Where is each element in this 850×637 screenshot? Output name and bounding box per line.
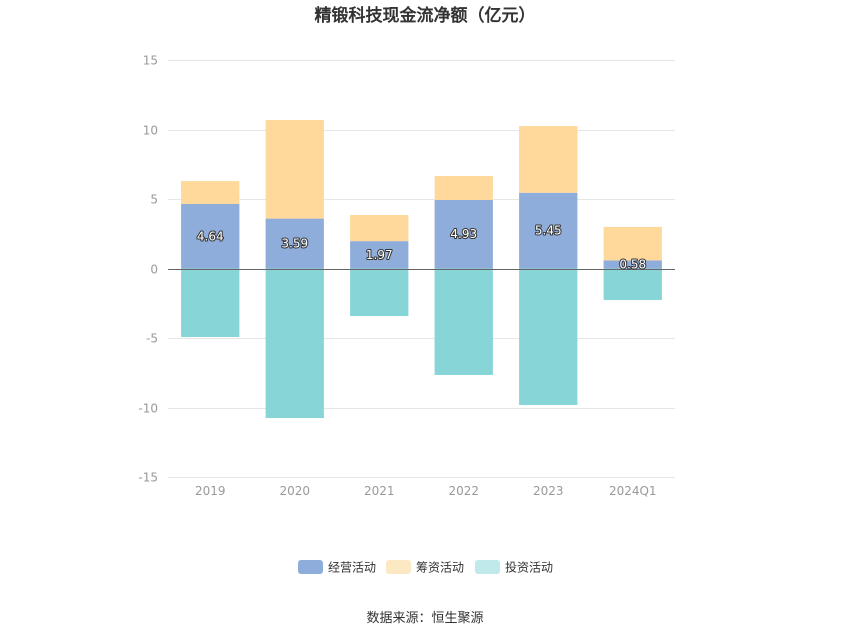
bar-investing-2020 <box>265 268 324 419</box>
bar-investing-2019 <box>181 268 240 338</box>
chart-title: 精锻科技现金流净额（亿元） <box>315 5 536 26</box>
legend: 经营活动 筹资活动 投资活动 <box>298 560 553 575</box>
data-labels: 4.64 3.59 1.97 4.93 5.45 0.58 <box>196 223 647 273</box>
bar-operating-2024Q1 <box>603 260 662 269</box>
x-tick-label: 2022 <box>448 484 479 498</box>
legend-swatch-operating <box>298 560 323 574</box>
bar-financing-2019 <box>181 181 240 205</box>
legend-swatch-investing <box>475 560 500 574</box>
y-axis: 15 10 5 0 -5 -10 -15 <box>138 54 158 485</box>
bar-financing-2021 <box>350 214 409 242</box>
y-tick-label: -10 <box>138 402 158 416</box>
bar-operating-2019 <box>181 204 240 269</box>
legend-label-investing: 投资活动 <box>505 560 553 575</box>
y-tick-label: 5 <box>150 193 158 207</box>
data-source: 数据来源：恒生聚源 <box>366 611 483 626</box>
legend-item-operating[interactable]: 经营活动 <box>298 560 376 575</box>
data-label-operating-2023: 5.45 <box>535 224 562 238</box>
bar-operating-2022 <box>434 199 493 269</box>
bar-financing-2023 <box>519 126 578 193</box>
y-tick-label: 10 <box>143 124 158 138</box>
data-label-operating-2020: 3.59 <box>281 237 308 251</box>
bar-operating-2021 <box>350 241 409 269</box>
bar-operating-2023 <box>519 192 578 269</box>
x-tick-label: 2024Q1 <box>609 484 657 498</box>
bar-financing-2020 <box>265 120 324 219</box>
x-tick-label: 2021 <box>364 484 395 498</box>
data-label-operating-2019: 4.64 <box>197 229 224 243</box>
data-label-operating-2024Q1: 0.58 <box>619 257 646 271</box>
legend-item-financing[interactable]: 筹资活动 <box>386 560 464 575</box>
y-tick-label: -5 <box>146 332 158 346</box>
bar-investing-2024Q1 <box>603 268 662 301</box>
legend-label-financing: 筹资活动 <box>416 561 464 575</box>
bar-investing-2021 <box>350 268 409 317</box>
data-label-operating-2022: 4.93 <box>450 227 477 241</box>
bar-investing-2022 <box>434 268 493 375</box>
legend-swatch-financing <box>386 560 411 574</box>
bar-financing-2022 <box>434 176 493 200</box>
grid-lines <box>168 60 675 478</box>
x-tick-label: 2023 <box>533 484 564 498</box>
bars <box>181 120 662 419</box>
legend-label-operating: 经营活动 <box>328 561 376 575</box>
x-axis: 2019 2020 2021 2022 2023 2024Q1 <box>195 484 657 498</box>
data-label-operating-2021: 1.97 <box>366 248 393 262</box>
legend-item-investing[interactable]: 投资活动 <box>475 560 553 575</box>
x-tick-label: 2020 <box>279 484 310 498</box>
bar-investing-2023 <box>519 268 578 405</box>
y-tick-label: 15 <box>143 54 158 68</box>
bar-financing-2024Q1 <box>603 226 662 261</box>
x-tick-label: 2019 <box>195 484 226 498</box>
bar-operating-2020 <box>265 218 324 269</box>
y-tick-label: -15 <box>138 471 158 485</box>
y-tick-label: 0 <box>150 263 158 277</box>
